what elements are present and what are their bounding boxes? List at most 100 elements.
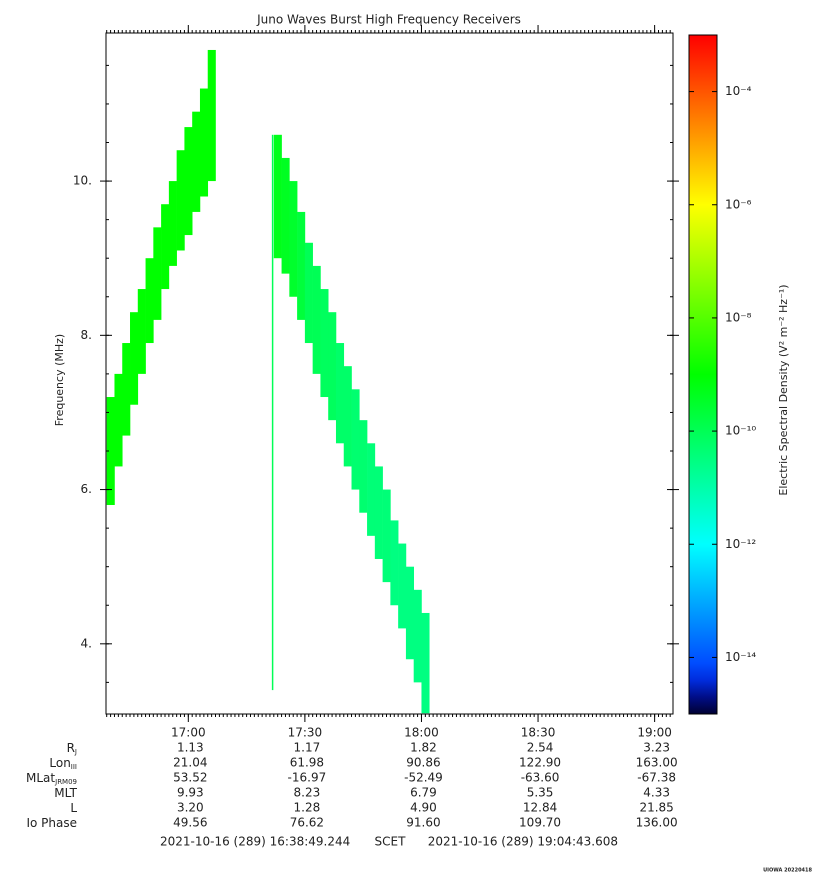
- x-axis-label: SCET: [375, 835, 407, 849]
- spectral-cell: [421, 612, 430, 714]
- ephemeris-value: 2.54: [527, 741, 554, 755]
- ephemeris-value: -67.38: [637, 771, 676, 785]
- ephemeris-value: 1.13: [177, 741, 204, 755]
- ephemeris-value: 1.17: [294, 741, 321, 755]
- ephemeris-value: 91.60: [406, 816, 440, 830]
- ephemeris-value: 3.20: [177, 801, 204, 815]
- spectral-cell: [106, 397, 115, 505]
- start-time: 2021-10-16 (289) 16:38:49.244: [160, 835, 350, 849]
- credit: UIOWA 20220418: [763, 868, 812, 874]
- ephemeris-label: Io Phase: [26, 816, 77, 830]
- ephemeris-value: 21.04: [173, 756, 207, 770]
- spectral-cell: [374, 466, 383, 559]
- spectral-cell: [192, 111, 201, 212]
- ephemeris-value: 1.82: [410, 741, 437, 755]
- ephemeris-value: 163.00: [636, 756, 678, 770]
- ephemeris-value: 49.56: [173, 816, 207, 830]
- ephemeris-label-sub: JRM09: [54, 778, 77, 786]
- ephemeris-label: RJ: [67, 741, 77, 757]
- y-tick-label: 6.: [81, 482, 92, 496]
- x-tick-label: 17:30: [288, 726, 323, 740]
- ephemeris-label-text: MLT: [54, 786, 77, 800]
- spectral-spike: [271, 134, 274, 691]
- ephemeris-label-text: L: [70, 801, 77, 815]
- spectral-cell: [122, 343, 131, 436]
- colorbar-tick-label: 10⁻⁴: [725, 84, 752, 98]
- spectral-cell: [184, 127, 193, 236]
- spectral-cell: [312, 265, 321, 374]
- colorbar: [688, 34, 718, 715]
- y-tick-label: 4.: [81, 636, 92, 650]
- ephemeris-value: 61.98: [290, 756, 324, 770]
- spectral-cell: [199, 88, 209, 197]
- spectral-cell: [335, 343, 345, 444]
- spectral-cell: [343, 366, 352, 467]
- spectral-cell: [145, 258, 154, 344]
- y-tick-label: 8.: [81, 328, 92, 342]
- ephemeris-label-text: MLat: [26, 771, 55, 785]
- spectral-cell: [413, 589, 422, 683]
- spectral-cell: [130, 312, 139, 405]
- ephemeris-value: 53.52: [173, 771, 207, 785]
- colorbar-tick-label: 10⁻¹²: [725, 537, 756, 551]
- ephemeris-value: 4.33: [643, 786, 670, 800]
- ephemeris-value: -16.97: [288, 771, 327, 785]
- spectral-cell: [207, 49, 216, 182]
- ephemeris-value: 136.00: [636, 816, 678, 830]
- ephemeris-label-sub: III: [71, 763, 77, 771]
- ephemeris-label: L: [70, 801, 77, 815]
- ephemeris-value: -52.49: [404, 771, 443, 785]
- ephemeris-value: 9.93: [177, 786, 204, 800]
- spectral-cell: [289, 181, 298, 297]
- spectral-cell: [359, 420, 368, 513]
- chart-title: Juno Waves Burst High Frequency Receiver…: [256, 13, 521, 27]
- ephemeris-value: 4.90: [410, 801, 437, 815]
- spectral-cell: [390, 520, 399, 606]
- spectral-cell: [297, 211, 306, 320]
- spectral-cell: [382, 489, 391, 583]
- ephemeris-label-text: R: [67, 741, 75, 755]
- spectral-cell: [114, 373, 123, 467]
- end-time: 2021-10-16 (289) 19:04:43.608: [428, 835, 618, 849]
- spectral-cell: [328, 312, 337, 421]
- ephemeris-value: 122.90: [519, 756, 561, 770]
- ephemeris-label-sub: J: [74, 748, 77, 756]
- ephemeris-value: 109.70: [519, 816, 561, 830]
- spectral-cell: [320, 289, 329, 398]
- spectral-cell: [398, 543, 407, 629]
- spectral-cell: [161, 204, 170, 290]
- ephemeris-value: 6.79: [410, 786, 437, 800]
- spectral-cell: [351, 389, 360, 490]
- ephemeris-value: -63.60: [521, 771, 560, 785]
- colorbar-tick-label: 10⁻¹⁰: [725, 424, 756, 438]
- x-tick-label: 18:00: [404, 726, 439, 740]
- spectral-cell: [137, 289, 146, 374]
- colorbar-label: Electric Spectral Density (V² m⁻² Hz⁻¹): [777, 284, 790, 495]
- colorbar-tick-label: 10⁻⁸: [725, 310, 752, 324]
- x-tick-label: 17:00: [171, 726, 206, 740]
- ephemeris-value: 12.84: [523, 801, 557, 815]
- ephemeris-value: 1.28: [294, 801, 321, 815]
- colorbar-tick-label: 10⁻¹⁴: [725, 650, 756, 664]
- ephemeris-value: 3.23: [643, 741, 670, 755]
- ephemeris-label: MLatJRM09: [26, 771, 77, 787]
- y-axis-label: Frequency (MHz): [53, 334, 66, 426]
- ephemeris-value: 8.23: [294, 786, 321, 800]
- spectral-cell: [176, 150, 185, 251]
- ephemeris-label-text: Io Phase: [26, 816, 77, 830]
- y-tick-label: 10.: [73, 174, 92, 188]
- spectral-cell: [273, 134, 282, 259]
- ephemeris-label-text: Lon: [49, 756, 70, 770]
- ephemeris-label: MLT: [54, 786, 77, 800]
- x-tick-label: 19:00: [637, 726, 672, 740]
- ephemeris-value: 90.86: [406, 756, 440, 770]
- ephemeris-value: 21.85: [639, 801, 673, 815]
- colorbar-tick-label: 10⁻⁶: [725, 197, 752, 211]
- ephemeris-value: 5.35: [527, 786, 554, 800]
- spectral-cell: [153, 227, 162, 320]
- spectral-cell: [304, 242, 313, 344]
- spectral-cell: [168, 181, 177, 266]
- spectral-cell: [281, 157, 290, 274]
- spectral-cell: [405, 566, 414, 660]
